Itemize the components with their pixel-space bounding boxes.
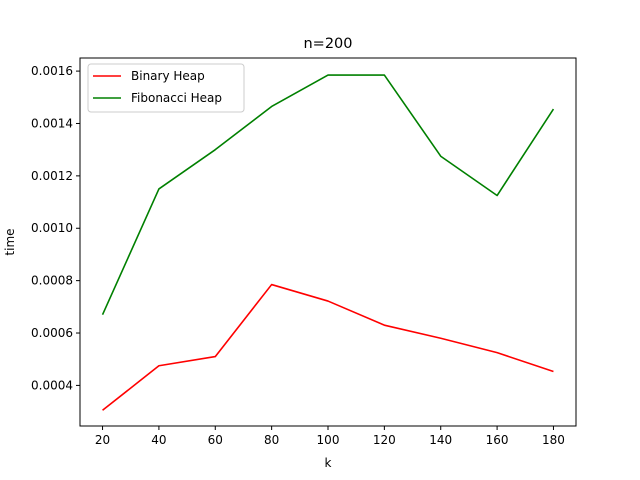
- plot-area: 20 40 60 80 100 120 140 160 180 0.0004 0.0006 0.000…: [31, 57, 577, 447]
- chart-title: n=200: [303, 36, 352, 52]
- y-axis-title: time: [3, 228, 17, 255]
- y-tick-label: 0.0004: [31, 378, 73, 392]
- y-tick-label: 0.0016: [31, 64, 73, 78]
- x-tick-label: 140: [429, 433, 452, 447]
- x-axis-title: k: [325, 456, 332, 470]
- x-tick-label: 80: [264, 433, 279, 447]
- y-tick-label: 0.0006: [31, 326, 73, 340]
- series-line-1: [101, 74, 555, 316]
- x-tick-label: 60: [208, 433, 223, 447]
- legend-label: Binary Heap: [131, 69, 205, 83]
- series-line-0: [102, 283, 554, 411]
- y-tick-label: 0.0014: [31, 116, 73, 130]
- x-tick-label: 20: [95, 433, 110, 447]
- x-tick-label: 160: [486, 433, 509, 447]
- x-tick-label: 40: [151, 433, 166, 447]
- x-tick-label: 180: [542, 433, 565, 447]
- legend-box: [87, 63, 245, 113]
- y-tick-label: 0.0008: [31, 274, 73, 288]
- legend: Binary Heap Fibonacci Heap: [87, 63, 245, 113]
- x-tick-label: 120: [373, 433, 396, 447]
- y-tick-label: 0.0010: [31, 221, 73, 235]
- y-tick-label: 0.0012: [31, 169, 73, 183]
- x-tick-label: 100: [317, 433, 340, 447]
- legend-label: Fibonacci Heap: [131, 91, 222, 105]
